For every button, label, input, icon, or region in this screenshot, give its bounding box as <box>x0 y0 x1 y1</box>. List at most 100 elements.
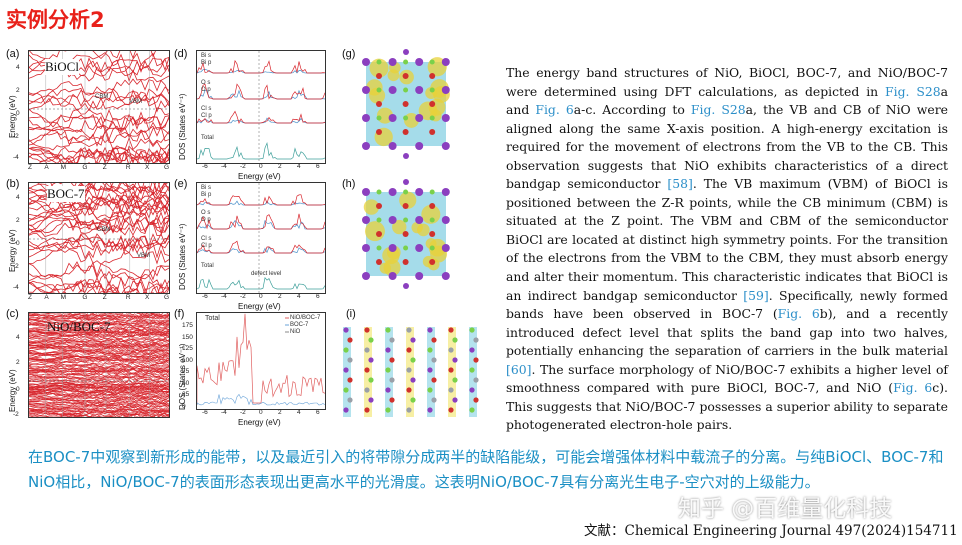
dos-plot-d: Bi s Bi p O s O p Cl s Cl p Total <box>196 50 326 164</box>
slab-atom <box>364 367 370 373</box>
slab-atom <box>364 407 370 413</box>
legend-d-clp: Cl p <box>201 113 212 119</box>
dos-x-tick: 6 <box>316 293 320 300</box>
kpoint-label: G <box>82 164 88 171</box>
slab-atom <box>364 347 370 353</box>
bi-atom <box>441 114 450 122</box>
cl-atom <box>376 189 382 195</box>
band-line <box>29 313 169 316</box>
fig-s28-link[interactable]: Fig. S28 <box>690 102 746 118</box>
kpoint-label: G <box>164 294 170 301</box>
bi-atom <box>415 188 424 196</box>
band-line <box>29 390 169 396</box>
dos-curve <box>197 213 325 230</box>
band-line <box>29 378 169 384</box>
dos-x-tick: 6 <box>316 409 320 416</box>
vbm-label-a: VBM <box>129 99 143 105</box>
charge-density-yellow <box>428 238 447 257</box>
bi-atom <box>362 272 370 280</box>
dos-curve <box>197 246 325 254</box>
o-atom <box>402 129 409 135</box>
kpoint-label: A <box>44 164 49 171</box>
kpoint-label: R <box>125 164 131 171</box>
band-line <box>29 280 169 293</box>
bi-atom <box>403 49 409 55</box>
tick: 0 <box>16 386 20 393</box>
legend-d-total: Total <box>201 135 214 141</box>
bi-atom <box>388 244 397 252</box>
band-line <box>29 107 169 125</box>
band-line <box>29 133 169 151</box>
band-line <box>29 313 169 316</box>
slab-atom <box>452 357 458 363</box>
band-line <box>29 183 168 195</box>
o-atom <box>402 203 409 209</box>
dos-curve <box>197 141 325 160</box>
band-line <box>29 204 169 222</box>
band-line <box>29 373 169 379</box>
dos-x-tick: 2 <box>278 293 282 300</box>
band-line <box>29 349 169 355</box>
energy-x-label-f: Energy (eV) <box>238 418 281 427</box>
slab-atom <box>431 357 437 363</box>
figure-6: (a) Energy (eV) BiOCl CBM VBM 4 2 0 -2 -… <box>6 42 506 427</box>
charge-density-yellow <box>369 58 389 78</box>
panel-label-g: (g) <box>342 48 356 60</box>
ref-59-link[interactable]: [59] <box>743 287 769 303</box>
kpoint-label: A <box>44 294 49 301</box>
dos-x-tick: 0 <box>259 163 263 170</box>
slab-atom <box>406 367 412 373</box>
dos-x-tick: 0 <box>259 409 263 416</box>
bi-atom <box>415 272 424 280</box>
o-atom <box>402 73 409 79</box>
band-line <box>29 233 169 251</box>
tick: 4 <box>16 194 20 201</box>
band-line <box>29 326 169 333</box>
dos-y-tick: 25 <box>182 391 190 398</box>
tick: -4 <box>13 284 19 291</box>
energy-ticks-a: 4 2 0 -2 -4 <box>13 56 28 161</box>
band-line <box>29 402 169 408</box>
kpoint-label: Z <box>102 294 107 301</box>
fig-6-link[interactable]: Fig. 6 <box>777 306 820 322</box>
energy-x-label-d: Energy (eV) <box>238 172 281 181</box>
fig-6-link[interactable]: Fig. 6 <box>893 380 933 396</box>
slab-atom <box>431 397 437 403</box>
slab-atom <box>452 377 458 383</box>
ref-60-link[interactable]: [60] <box>506 361 532 377</box>
bi-atom <box>441 216 450 224</box>
fig-6-link[interactable]: Fig. 6 <box>535 102 574 118</box>
o-atom <box>402 231 409 237</box>
slab-atom <box>427 387 433 393</box>
band-line <box>29 369 169 375</box>
dos-curve <box>197 277 325 290</box>
dos-x-tick: -6 <box>202 293 208 300</box>
dos-x-tick: -2 <box>240 409 246 416</box>
text-run: . The surface morphology of NiO/BOC-7 ex… <box>506 361 948 396</box>
kpoint-label: R <box>125 294 131 301</box>
band-line <box>29 387 169 394</box>
ref-58-link[interactable]: [58] <box>667 176 693 192</box>
vbm-label-b: VBM <box>137 253 151 259</box>
o-atom <box>429 259 436 265</box>
band-line <box>29 355 169 361</box>
tick: 0 <box>16 240 20 247</box>
kpoint-label: X <box>144 294 150 301</box>
o-atom <box>376 73 382 79</box>
legend-e-bip: Bi p <box>201 192 212 198</box>
charge-density-yellow <box>379 262 391 274</box>
band-line <box>29 399 169 406</box>
fig-s28-link[interactable]: Fig. S28 <box>885 83 941 99</box>
slab-atom <box>343 407 349 413</box>
band-line <box>44 279 169 293</box>
slab-atom <box>427 347 433 353</box>
band-line <box>29 394 169 401</box>
band-line <box>29 321 169 327</box>
legend-d-cls: Cl s <box>201 106 212 112</box>
bi-atom <box>441 272 450 280</box>
cl-atom <box>403 115 409 121</box>
bi-atom <box>441 244 450 252</box>
bi-atom <box>441 188 450 196</box>
slab-atom <box>410 377 416 383</box>
